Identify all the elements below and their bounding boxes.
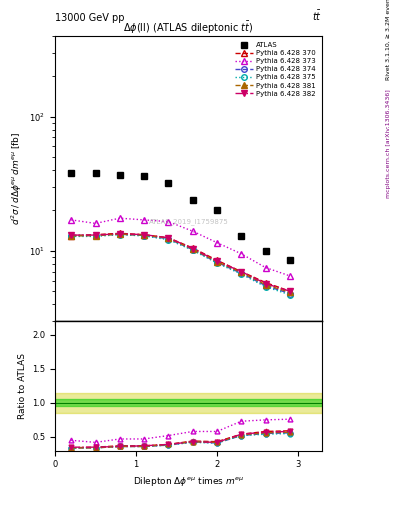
Pythia 6.428 382 <box>263 281 268 287</box>
Pythia 6.428 375 <box>166 237 171 243</box>
Pythia 6.428 374 <box>69 232 73 239</box>
Pythia 6.428 370 <box>239 268 244 274</box>
Pythia 6.428 373 <box>190 228 195 234</box>
Pythia 6.428 374 <box>142 232 147 239</box>
Pythia 6.428 374 <box>166 236 171 242</box>
Text: ATLAS_2019_I1759875: ATLAS_2019_I1759875 <box>149 218 228 225</box>
Pythia 6.428 381 <box>239 269 244 275</box>
Pythia 6.428 373 <box>215 240 219 246</box>
Pythia 6.428 381 <box>190 246 195 252</box>
Pythia 6.428 370 <box>69 232 73 239</box>
Pythia 6.428 373 <box>142 217 147 223</box>
ATLAS <box>69 170 73 176</box>
Text: 13000 GeV pp: 13000 GeV pp <box>55 13 125 23</box>
Title: $\Delta\phi(\mathrm{ll})$ (ATLAS dileptonic $t\bar{t}$): $\Delta\phi(\mathrm{ll})$ (ATLAS dilepto… <box>123 19 254 36</box>
Pythia 6.428 374 <box>93 232 98 239</box>
Pythia 6.428 382 <box>215 258 219 264</box>
Pythia 6.428 374 <box>288 290 292 296</box>
Pythia 6.428 374 <box>118 231 122 237</box>
Text: $t\bar{t}$: $t\bar{t}$ <box>312 9 322 23</box>
Pythia 6.428 373 <box>69 217 73 223</box>
Pythia 6.428 375 <box>142 233 147 239</box>
Legend: ATLAS, Pythia 6.428 370, Pythia 6.428 373, Pythia 6.428 374, Pythia 6.428 375, P: ATLAS, Pythia 6.428 370, Pythia 6.428 37… <box>233 39 319 99</box>
Text: mcplots.cern.ch [arXiv:1306.3436]: mcplots.cern.ch [arXiv:1306.3436] <box>386 89 391 198</box>
Pythia 6.428 373 <box>118 215 122 221</box>
Pythia 6.428 382 <box>69 232 73 238</box>
Y-axis label: $d^2\sigma\,/\,d\Delta\phi^{e\mu}\,dm^{e\mu}$ [fb]: $d^2\sigma\,/\,d\Delta\phi^{e\mu}\,dm^{e… <box>9 132 24 225</box>
Pythia 6.428 375 <box>118 231 122 238</box>
Pythia 6.428 375 <box>239 271 244 277</box>
ATLAS <box>288 257 292 263</box>
Pythia 6.428 382 <box>118 231 122 237</box>
ATLAS <box>93 170 98 176</box>
Pythia 6.428 374 <box>263 283 268 289</box>
Line: Pythia 6.428 374: Pythia 6.428 374 <box>68 231 293 296</box>
Pythia 6.428 375 <box>263 284 268 290</box>
Pythia 6.428 381 <box>166 235 171 241</box>
Pythia 6.428 370 <box>93 231 98 238</box>
ATLAS <box>118 172 122 178</box>
Line: Pythia 6.428 370: Pythia 6.428 370 <box>68 230 293 294</box>
Line: ATLAS: ATLAS <box>68 169 293 264</box>
Line: Pythia 6.428 375: Pythia 6.428 375 <box>68 232 293 297</box>
Pythia 6.428 370 <box>166 234 171 241</box>
Pythia 6.428 381 <box>69 233 73 239</box>
Pythia 6.428 370 <box>118 230 122 237</box>
Pythia 6.428 373 <box>166 219 171 225</box>
ATLAS <box>142 173 147 179</box>
Pythia 6.428 381 <box>263 282 268 288</box>
Pythia 6.428 381 <box>142 232 147 238</box>
X-axis label: Dilepton $\Delta\phi^{e\mu}$ times $m^{e\mu}$: Dilepton $\Delta\phi^{e\mu}$ times $m^{e… <box>133 475 244 488</box>
Bar <box>55 393 322 413</box>
Pythia 6.428 373 <box>263 265 268 271</box>
ATLAS <box>239 232 244 239</box>
ATLAS <box>215 207 219 214</box>
Pythia 6.428 370 <box>142 231 147 238</box>
Pythia 6.428 373 <box>288 273 292 279</box>
ATLAS <box>190 197 195 203</box>
Pythia 6.428 374 <box>190 247 195 253</box>
Pythia 6.428 370 <box>288 288 292 294</box>
Pythia 6.428 375 <box>215 260 219 266</box>
Pythia 6.428 375 <box>93 233 98 240</box>
Y-axis label: Ratio to ATLAS: Ratio to ATLAS <box>18 353 27 419</box>
Text: Rivet 3.1.10, ≥ 3.2M events: Rivet 3.1.10, ≥ 3.2M events <box>386 0 391 80</box>
ATLAS <box>263 248 268 254</box>
Pythia 6.428 381 <box>215 259 219 265</box>
Pythia 6.428 370 <box>190 245 195 251</box>
Pythia 6.428 375 <box>288 292 292 298</box>
Pythia 6.428 374 <box>239 270 244 276</box>
Pythia 6.428 381 <box>118 231 122 237</box>
Pythia 6.428 375 <box>69 233 73 240</box>
Bar <box>55 399 322 406</box>
Line: Pythia 6.428 373: Pythia 6.428 373 <box>68 216 293 279</box>
Pythia 6.428 373 <box>239 251 244 257</box>
Line: Pythia 6.428 381: Pythia 6.428 381 <box>68 231 293 295</box>
Line: Pythia 6.428 382: Pythia 6.428 382 <box>68 231 293 294</box>
Pythia 6.428 382 <box>93 232 98 238</box>
Pythia 6.428 382 <box>190 245 195 251</box>
Pythia 6.428 375 <box>190 247 195 253</box>
Pythia 6.428 370 <box>215 257 219 263</box>
Pythia 6.428 381 <box>93 232 98 239</box>
Pythia 6.428 370 <box>263 280 268 286</box>
Pythia 6.428 373 <box>93 220 98 226</box>
Pythia 6.428 382 <box>142 231 147 238</box>
Pythia 6.428 382 <box>239 268 244 274</box>
Pythia 6.428 374 <box>215 259 219 265</box>
ATLAS <box>166 180 171 186</box>
Pythia 6.428 382 <box>166 234 171 241</box>
Pythia 6.428 382 <box>288 288 292 294</box>
Pythia 6.428 381 <box>288 289 292 295</box>
